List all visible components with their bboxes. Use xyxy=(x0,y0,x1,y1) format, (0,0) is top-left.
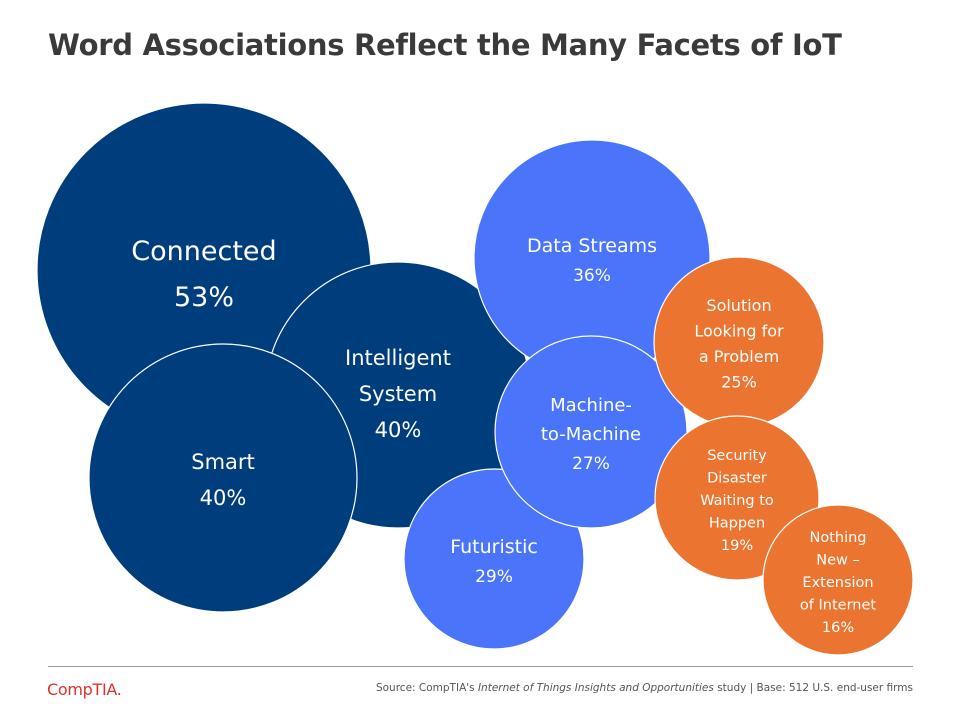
source-suffix: study | Base: 512 U.S. end-user firms xyxy=(713,682,913,694)
bubble-label-line: Connected xyxy=(131,236,276,267)
bubble-value: 36% xyxy=(573,266,611,286)
bubble-label-line: Data Streams xyxy=(527,235,657,257)
bubble-nothing-new-extension-of-internet: Nothing New – Extension of Internet 16% xyxy=(762,504,914,656)
bubble-label-line: Smart xyxy=(191,450,255,474)
bubble-circle xyxy=(88,343,358,613)
bubble-label-line: Waiting to xyxy=(700,493,774,509)
bubble-value: 25% xyxy=(721,373,757,392)
page-title: Word Associations Reflect the Many Facet… xyxy=(48,28,842,62)
bubble-label-line: Solution xyxy=(706,296,771,315)
bubble-value: 40% xyxy=(375,418,422,442)
bubble-label-line: Disaster xyxy=(707,471,767,487)
source-prefix: Source: CompTIA's xyxy=(375,682,478,694)
bubble-label-line: Intelligent xyxy=(345,346,451,370)
source-study: Internet of Things Insights and Opportun… xyxy=(477,682,714,694)
bubble-circle xyxy=(653,256,825,428)
bubble-label-line: Nothing xyxy=(809,530,866,546)
bubble-value: 16% xyxy=(822,620,854,636)
bubble-machine-to-machine: Machine-to-Machine 27% xyxy=(494,335,688,529)
bubble-label-line: Happen xyxy=(709,516,765,532)
bubble-circle xyxy=(762,504,914,656)
bubble-value: 27% xyxy=(572,454,610,474)
source-note: Source: CompTIA's Internet of Things Ins… xyxy=(376,682,913,694)
bubble-value: 19% xyxy=(721,538,753,554)
bubble-value: 29% xyxy=(475,567,513,587)
bubble-solution-looking-for-a-problem: Solution Looking for a Problem 25% xyxy=(653,256,825,428)
bubble-circle xyxy=(403,468,585,650)
bubble-label-line: Extension xyxy=(802,575,873,591)
bubble-label-line: Futuristic xyxy=(450,536,538,558)
bubble-label-line: of Internet xyxy=(800,598,876,614)
bubble-label-line: a Problem xyxy=(699,347,779,366)
bubble-label-line: to-Machine xyxy=(541,424,641,445)
comptia-logo: CompTIA. xyxy=(47,680,122,699)
bubble-smart: Smart 40% xyxy=(88,343,358,613)
bubble-circle xyxy=(494,335,688,529)
bubble-data-streams: Data Streams 36% xyxy=(473,139,711,377)
bubble-label-line: Security xyxy=(707,448,767,464)
bubble-value: 40% xyxy=(200,486,247,510)
bubble-chart: Connected 53% Intelligent System 40% Smart 40%… xyxy=(36,102,914,656)
bubble-futuristic: Futuristic 29% xyxy=(403,468,585,650)
bubble-label-line: Machine- xyxy=(550,395,632,416)
bubble-label-line: Looking for xyxy=(694,322,784,341)
bubble-label-line: New – xyxy=(816,553,860,569)
bubble-label-line: System xyxy=(359,382,437,406)
bubble-value: 53% xyxy=(174,282,234,313)
footer-divider xyxy=(48,666,913,667)
